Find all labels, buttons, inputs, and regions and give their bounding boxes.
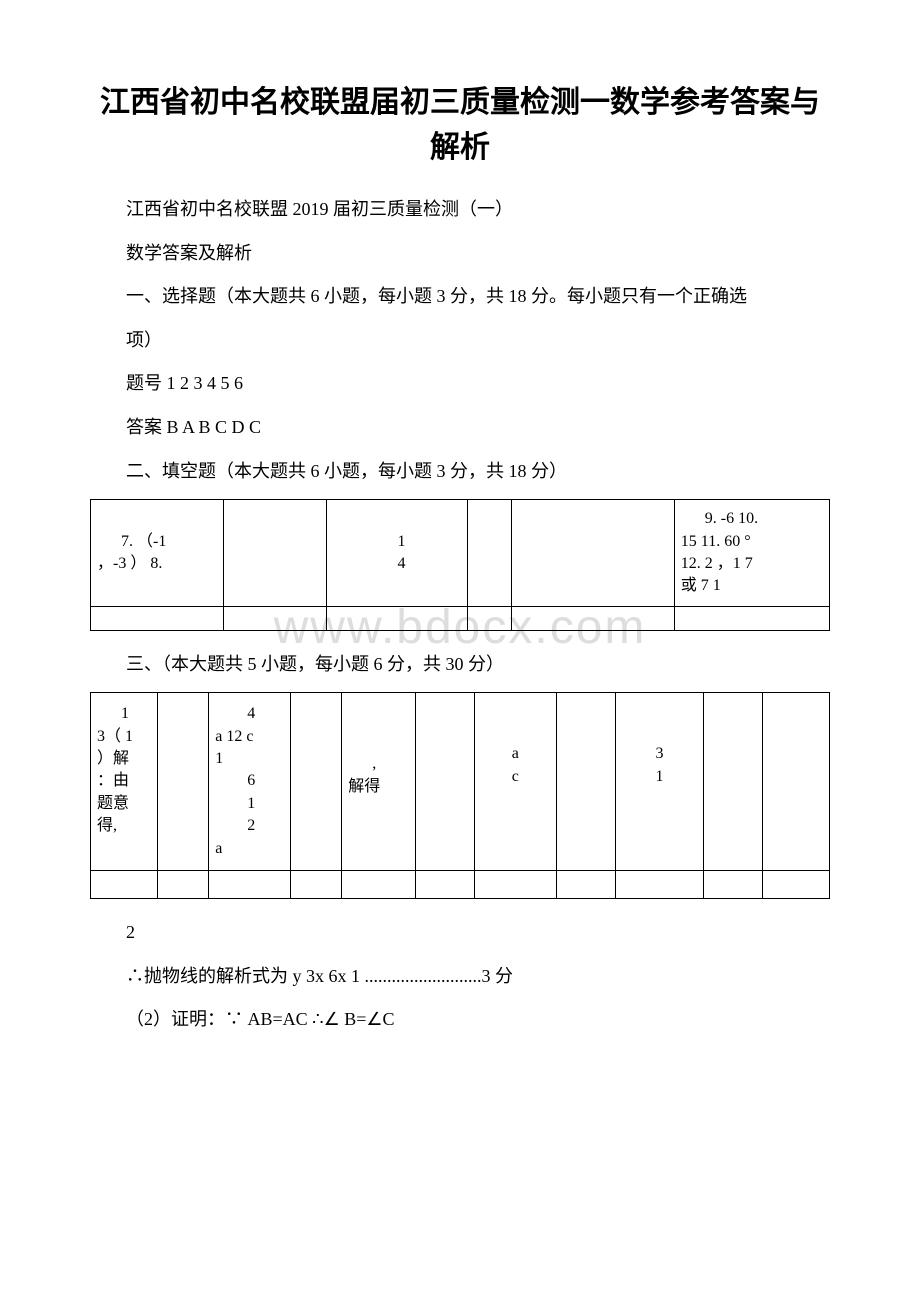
table-cell bbox=[290, 871, 342, 899]
table-cell bbox=[556, 871, 615, 899]
table-cell: 3 1 bbox=[615, 693, 704, 871]
parabola-equation: ∴抛物线的解析式为 y 3x 6x 1 ....................… bbox=[90, 957, 830, 997]
table-cell bbox=[556, 693, 615, 871]
doc-subtitle: 数学答案及解析 bbox=[90, 234, 830, 274]
table-cell: 4 a 12 c 1 6 1 2 a bbox=[209, 693, 290, 871]
document-content: 江西省初中名校联盟届初三质量检测一数学参考答案与解析 江西省初中名校联盟 201… bbox=[90, 80, 830, 1040]
table-cell bbox=[674, 606, 829, 630]
table-cell bbox=[467, 606, 511, 630]
table-row: 1 3（ 1 ）解 ：由 题意 得, 4 a 12 c 1 6 1 2 a , … bbox=[91, 693, 830, 871]
section-one-heading-cont: 项） bbox=[90, 321, 830, 361]
table-cell: 1 4 bbox=[327, 500, 467, 607]
answers-row: 答案 B A B C D C bbox=[90, 408, 830, 448]
table-cell bbox=[704, 871, 763, 899]
table-cell bbox=[512, 500, 675, 607]
table-cell bbox=[224, 500, 327, 607]
table-cell bbox=[342, 871, 416, 899]
table-row bbox=[91, 871, 830, 899]
table-cell bbox=[91, 606, 224, 630]
fill-blank-table: 7. （-1 ，-3 ） 8. 1 4 9. -6 10. 15 11. 60 … bbox=[90, 499, 830, 631]
table-cell bbox=[615, 871, 704, 899]
table-cell bbox=[157, 871, 209, 899]
table-cell: 1 3（ 1 ）解 ：由 题意 得, bbox=[91, 693, 158, 871]
page-title: 江西省初中名校联盟届初三质量检测一数学参考答案与解析 bbox=[90, 80, 830, 170]
proof-step: （2）证明：∵ AB=AC ∴∠ B=∠C bbox=[90, 1000, 830, 1040]
exponent-text: 2 bbox=[90, 913, 830, 953]
question-numbers: 题号 1 2 3 4 5 6 bbox=[90, 364, 830, 404]
table-cell bbox=[416, 693, 475, 871]
table-row: 7. （-1 ，-3 ） 8. 1 4 9. -6 10. 15 11. 60 … bbox=[91, 500, 830, 607]
table-cell: , 解得 bbox=[342, 693, 416, 871]
table-cell bbox=[512, 606, 675, 630]
section-two-heading: 二、填空题（本大题共 6 小题，每小题 3 分，共 18 分） bbox=[90, 452, 830, 492]
table-cell bbox=[290, 693, 342, 871]
table-cell bbox=[704, 693, 763, 871]
table-cell: 9. -6 10. 15 11. 60 ° 12. 2 ，1 7 或 7 1 bbox=[674, 500, 829, 607]
table-cell bbox=[763, 871, 830, 899]
table-cell bbox=[91, 871, 158, 899]
table-cell bbox=[475, 871, 556, 899]
table-cell bbox=[467, 500, 511, 607]
table-cell bbox=[209, 871, 290, 899]
table-cell bbox=[157, 693, 209, 871]
table-cell bbox=[224, 606, 327, 630]
table-cell bbox=[327, 606, 467, 630]
section-three-heading: 三、（本大题共 5 小题，每小题 6 分，共 30 分） bbox=[90, 645, 830, 685]
table-cell bbox=[416, 871, 475, 899]
exam-source: 江西省初中名校联盟 2019 届初三质量检测（一） bbox=[90, 190, 830, 230]
table-cell: a c bbox=[475, 693, 556, 871]
table-row bbox=[91, 606, 830, 630]
solution-table: 1 3（ 1 ）解 ：由 题意 得, 4 a 12 c 1 6 1 2 a , … bbox=[90, 692, 830, 899]
section-one-heading: 一、选择题（本大题共 6 小题，每小题 3 分，共 18 分。每小题只有一个正确… bbox=[90, 277, 830, 317]
table-cell: 7. （-1 ，-3 ） 8. bbox=[91, 500, 224, 607]
table-cell bbox=[763, 693, 830, 871]
